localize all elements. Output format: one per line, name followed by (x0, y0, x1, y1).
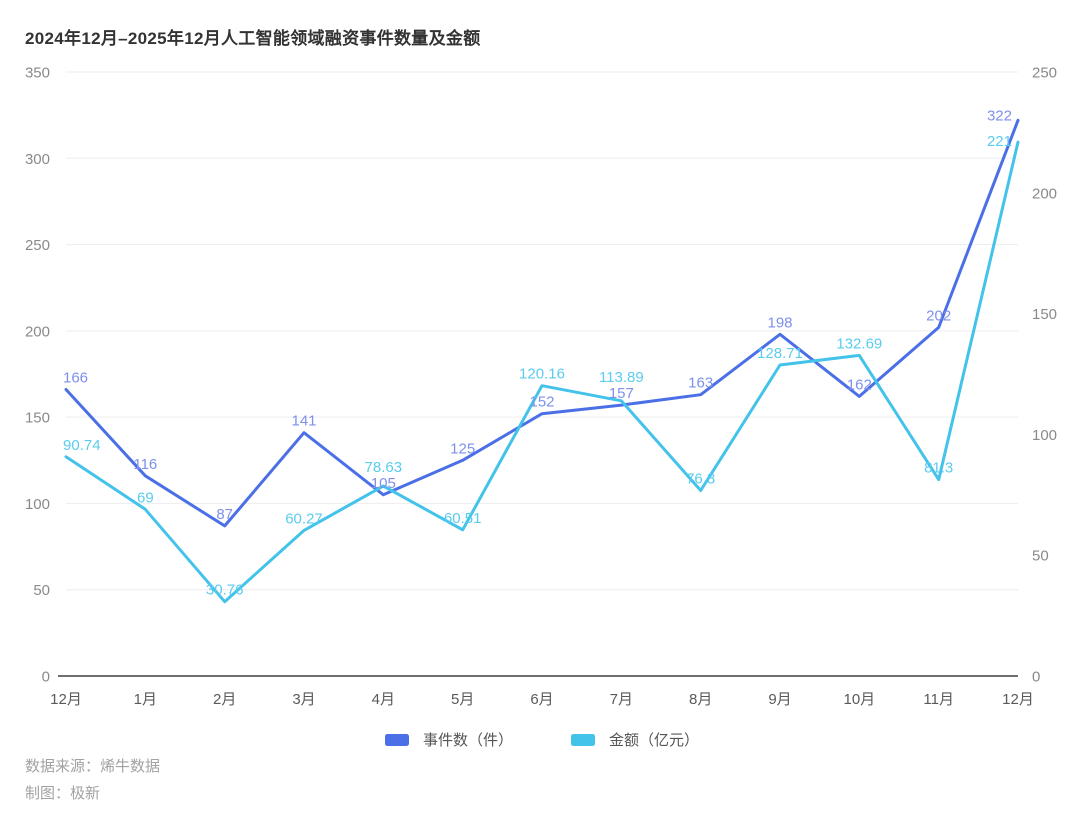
x-axis-tick-label: 4月 (372, 691, 395, 708)
legend-item-amounts[interactable]: 金额（亿元） (571, 729, 699, 750)
events-data-label: 116 (133, 456, 157, 473)
data-source-text: 数据来源：烯牛数据 (25, 758, 161, 775)
amounts-data-label: 113.89 (599, 369, 644, 386)
x-axis-tick-label: 3月 (292, 691, 315, 708)
y-axis-left-tick-label: 350 (25, 65, 50, 82)
events-data-label: 157 (609, 385, 634, 402)
x-axis-tick-label: 8月 (689, 691, 712, 708)
events-data-label: 163 (688, 375, 713, 392)
y-axis-left-tick-label: 50 (33, 582, 50, 599)
chart-title: 2024年12月–2025年12月人工智能领域融资事件数量及金额 (25, 29, 481, 48)
amounts-line (64, 140, 1020, 604)
amounts-data-label: 221 (987, 133, 1012, 150)
y-axis-left-tick-label: 250 (25, 237, 50, 254)
events-data-label: 202 (926, 307, 951, 324)
events-data-label: 125 (450, 440, 475, 457)
y-axis-right-tick-label: 250 (1032, 65, 1057, 82)
x-axis-tick-label: 6月 (530, 691, 553, 708)
events-data-label: 141 (291, 413, 316, 430)
y-axis-left-tick-label: 100 (25, 496, 50, 513)
amounts-data-label: 90.74 (63, 437, 101, 454)
y-axis-left-tick-label: 200 (25, 323, 50, 340)
x-axis-tick-label: 1月 (134, 691, 157, 708)
y-axis-left-tick-label: 0 (42, 669, 50, 686)
x-axis-tick-label: 12月 (1002, 691, 1034, 708)
x-axis-tick-label: 10月 (843, 691, 875, 708)
amounts-data-label: 78.63 (365, 459, 403, 476)
events-data-label: 166 (63, 370, 88, 387)
events-line (64, 118, 1020, 528)
legend-item-events[interactable]: 事件数（件） (384, 729, 513, 750)
y-axis-right-tick-label: 150 (1032, 306, 1057, 323)
x-axis-tick-label: 11月 (923, 691, 954, 708)
chart-footer: 数据来源：烯牛数据 制图：极新 (25, 753, 160, 807)
x-axis-tick-label: 12月 (50, 691, 82, 708)
amounts-data-label: 120.16 (519, 366, 565, 383)
amounts-data-label: 132.69 (836, 335, 882, 352)
x-axis-tick-label: 7月 (610, 691, 633, 708)
events-data-label: 152 (529, 394, 554, 411)
credit-text: 制图：极新 (25, 785, 101, 802)
events-series-swatch-icon (384, 733, 409, 746)
amounts-data-label: 81.3 (924, 460, 953, 477)
events-data-label: 105 (371, 475, 396, 492)
y-axis-right-tick-label: 200 (1032, 185, 1057, 202)
amounts-data-label: 60.51 (444, 510, 482, 527)
amounts-data-label: 76.8 (686, 470, 715, 487)
amounts-series-swatch-icon (571, 733, 595, 746)
events-data-label: 322 (987, 107, 1012, 124)
y-axis-right-tick-label: 0 (1032, 669, 1040, 686)
y-axis-left-tick-label: 300 (25, 151, 50, 168)
amounts-data-label: 60.27 (285, 510, 323, 527)
amounts-data-label: 30.76 (206, 582, 244, 599)
events-data-label: 198 (767, 314, 792, 331)
chart-legend: 事件数（件） 金额（亿元） (66, 729, 1018, 750)
y-axis-right-tick-label: 50 (1032, 548, 1049, 565)
x-axis-tick-label: 5月 (451, 691, 474, 708)
x-axis-tick-label: 9月 (768, 691, 791, 708)
amounts-data-label: 128.71 (757, 345, 803, 362)
events-data-label: 162 (847, 376, 872, 393)
events-data-label: 87 (216, 506, 233, 523)
x-axis-tick-label: 2月 (213, 691, 236, 708)
amounts-legend-label: 金额（亿元） (609, 732, 700, 749)
y-axis-right-tick-label: 100 (1032, 427, 1057, 444)
events-legend-label: 事件数（件） (422, 732, 513, 749)
y-axis-left-tick-label: 150 (25, 410, 50, 427)
amounts-data-label: 69 (137, 489, 154, 506)
